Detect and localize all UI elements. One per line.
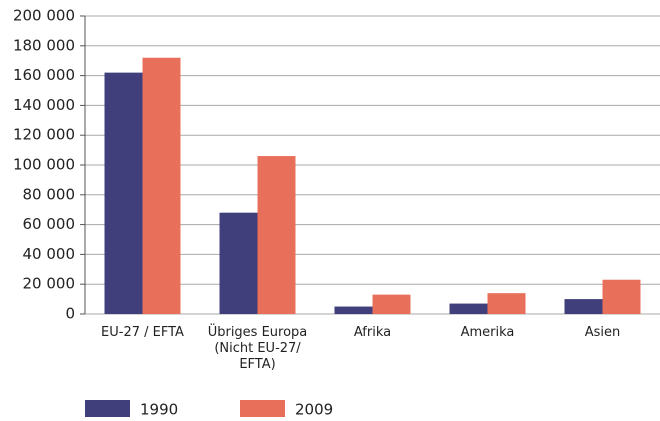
bar [142, 57, 181, 314]
y-tick-label: 60 000 [23, 215, 76, 233]
x-tick-label: Asien [584, 325, 621, 340]
legend-label: 2009 [295, 401, 333, 419]
bar [602, 279, 641, 314]
x-tick-label: Afrika [353, 325, 392, 340]
legend-swatch [240, 400, 285, 417]
bar [372, 294, 411, 314]
y-tick-label: 100 000 [13, 156, 75, 174]
y-tick-label: 200 000 [13, 7, 75, 25]
x-tick-label: EU-27 / EFTA [101, 325, 184, 340]
bar [257, 156, 296, 314]
x-tick-label: Amerika [460, 325, 515, 340]
y-tick-label: 20 000 [23, 275, 76, 293]
legend-label: 1990 [140, 401, 178, 419]
bar [334, 306, 373, 314]
y-tick-label: 0 [65, 305, 75, 323]
y-tick-label: 180 000 [13, 36, 75, 54]
y-tick-label: 40 000 [23, 245, 76, 263]
y-tick-label: 120 000 [13, 126, 75, 144]
y-tick-label: 140 000 [13, 96, 75, 114]
legend-swatch [85, 400, 130, 417]
bar [219, 212, 258, 314]
y-tick-label: 160 000 [13, 66, 75, 84]
bar [487, 293, 526, 314]
bar [104, 72, 143, 315]
bar [449, 303, 488, 314]
x-tick-label: Übriges Europa (Nicht EU-27/ EFTA) [207, 325, 308, 372]
y-tick-label: 80 000 [23, 185, 76, 203]
bar [564, 299, 603, 314]
